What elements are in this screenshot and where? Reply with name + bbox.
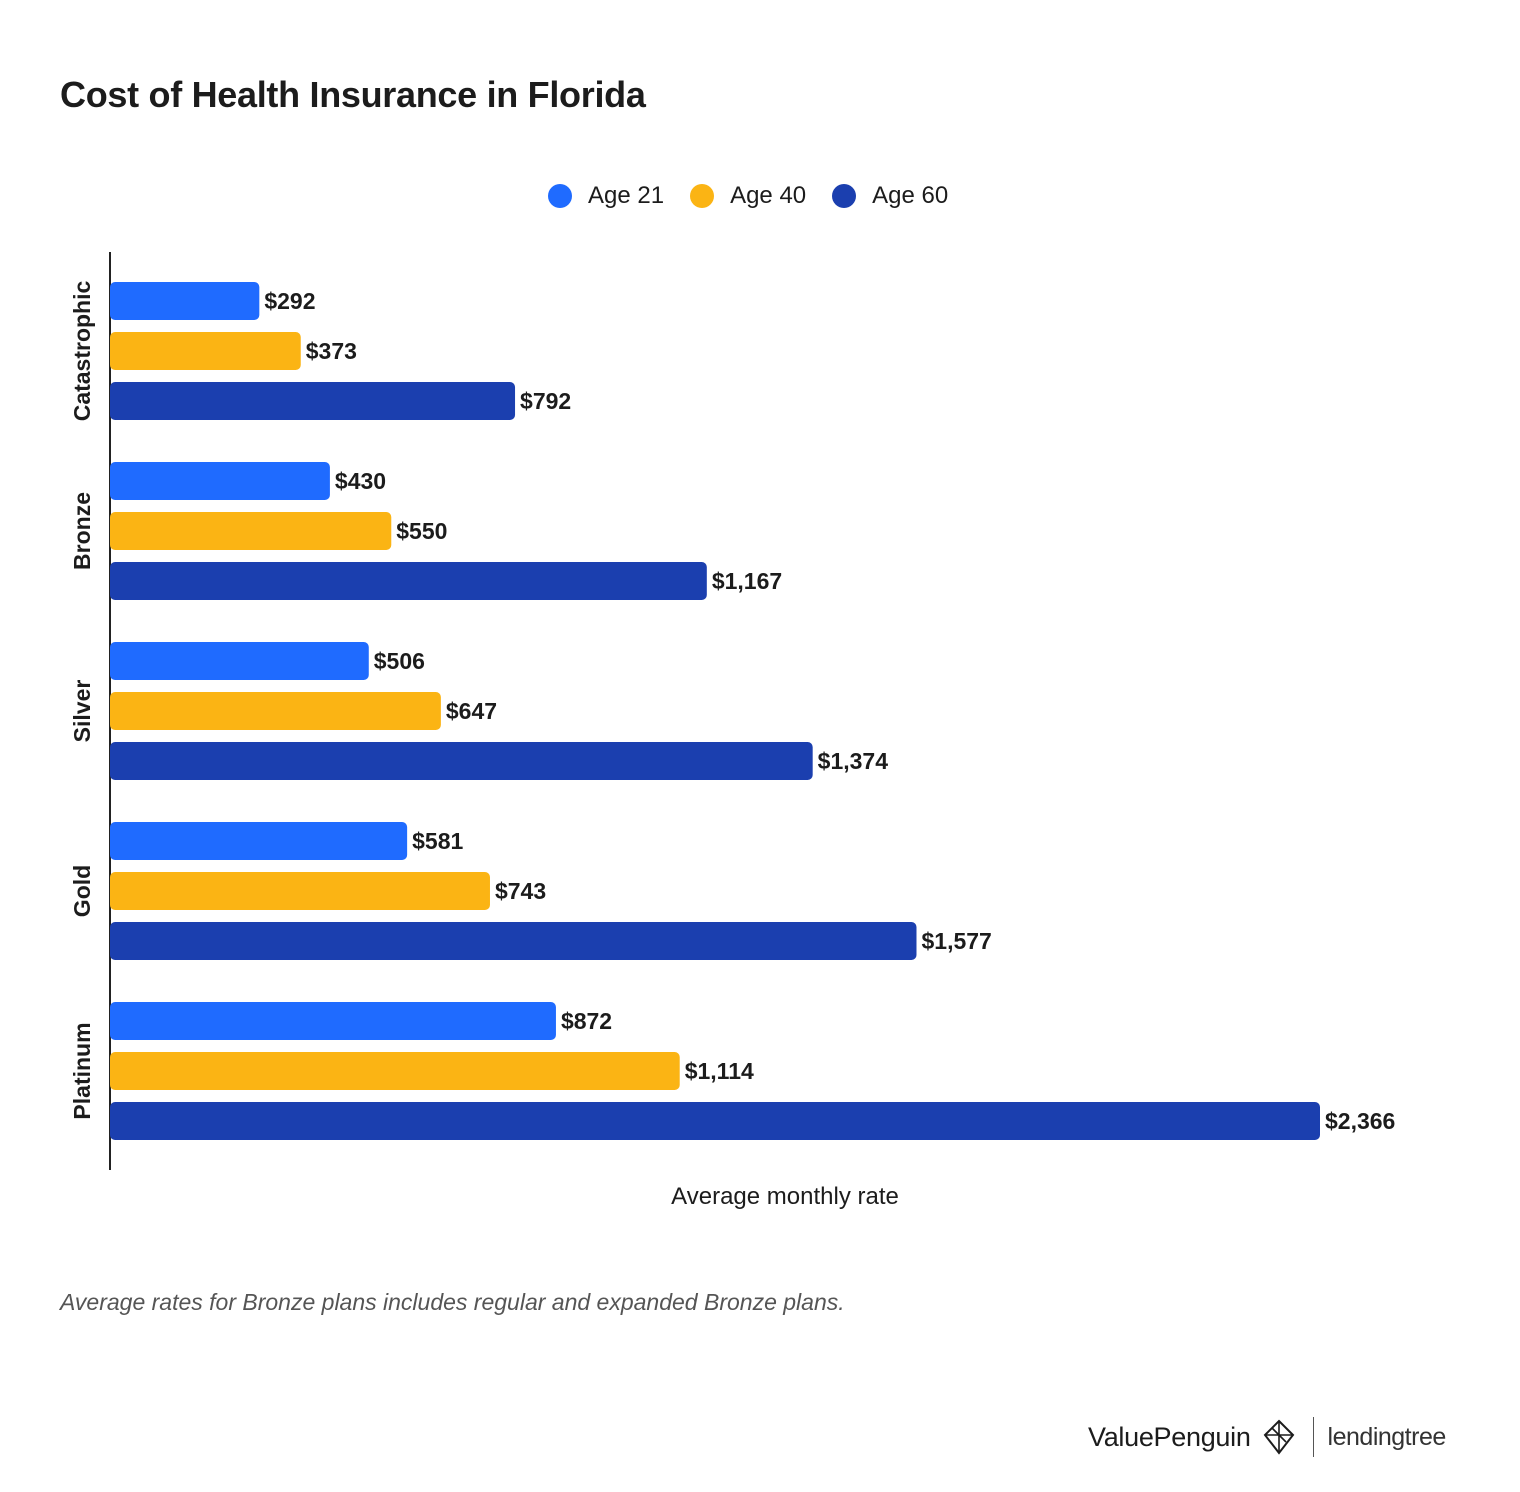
legend-swatch-age-21: [548, 184, 572, 208]
legend-label-age-21: Age 21: [588, 182, 665, 209]
data-label-silver-age-60: $1,374: [818, 748, 889, 774]
category-label-platinum: Platinum: [69, 1022, 95, 1119]
category-label-catastrophic: Catastrophic: [69, 281, 95, 422]
bar-gold-age-40: [110, 872, 490, 910]
data-label-gold-age-60: $1,577: [921, 928, 991, 954]
legend-swatch-age-60: [832, 184, 857, 208]
bar-chart: Catastrophic $292 $373 $792 Bronze $430 $550 $1…: [69, 252, 1395, 1170]
category-label-silver: Silver: [69, 680, 95, 743]
data-label-bronze-age-40: $550: [396, 518, 447, 544]
chart-title: Cost of Health Insurance in Florida: [60, 74, 646, 115]
bar-silver-age-60: [110, 742, 813, 780]
lendingtree-logo: lendingtree: [1327, 1422, 1447, 1451]
legend-item-age-40: Age 40: [690, 182, 806, 210]
bar-bronze-age-60: [110, 562, 707, 600]
bar-catastrophic-age-60: [110, 382, 516, 420]
bar-silver-age-21: [110, 642, 369, 680]
legend-item-age-60: Age 60: [832, 182, 948, 210]
data-label-bronze-age-60: $1,167: [712, 568, 782, 594]
data-label-platinum-age-60: $2,366: [1325, 1108, 1395, 1134]
bar-bronze-age-21: [110, 462, 330, 500]
data-label-gold-age-21: $581: [412, 828, 463, 854]
valuepenguin-logo: ValuePenguin: [1088, 1421, 1251, 1452]
footnote: Average rates for Bronze plans includes …: [60, 1289, 845, 1315]
data-label-catastrophic-age-21: $292: [264, 288, 315, 314]
legend-item-age-21: Age 21: [548, 182, 664, 210]
legend-swatch-age-40: [690, 184, 715, 208]
data-label-catastrophic-age-60: $792: [520, 388, 571, 414]
category-label-bronze: Bronze: [69, 492, 95, 570]
penguin-icon: [1263, 1419, 1294, 1455]
bar-gold-age-21: [110, 822, 408, 860]
bar-bronze-age-40: [110, 512, 392, 550]
bar-platinum-age-40: [110, 1052, 680, 1090]
data-label-catastrophic-age-40: $373: [306, 338, 357, 364]
brand-logos: ValuePenguin lendingtree: [1088, 1412, 1446, 1462]
data-label-gold-age-40: $743: [495, 878, 546, 904]
legend-label-age-40: Age 40: [730, 182, 807, 209]
chart-legend: Age 21 Age 40 Age 60: [548, 180, 974, 212]
data-label-silver-age-40: $647: [446, 698, 497, 724]
bar-catastrophic-age-40: [110, 332, 301, 370]
data-label-bronze-age-21: $430: [335, 468, 386, 494]
bar-gold-age-60: [110, 922, 917, 960]
bar-silver-age-40: [110, 692, 441, 730]
bar-platinum-age-60: [110, 1102, 1320, 1140]
legend-label-age-60: Age 60: [872, 182, 949, 209]
bar-catastrophic-age-21: [110, 282, 260, 320]
data-label-platinum-age-21: $872: [561, 1008, 612, 1034]
logo-divider: [1312, 1417, 1314, 1457]
category-label-gold: Gold: [69, 865, 95, 917]
x-axis-label: Average monthly rate: [671, 1183, 899, 1210]
data-label-platinum-age-40: $1,114: [685, 1058, 754, 1084]
bar-platinum-age-21: [110, 1002, 556, 1040]
data-label-silver-age-21: $506: [374, 648, 425, 674]
